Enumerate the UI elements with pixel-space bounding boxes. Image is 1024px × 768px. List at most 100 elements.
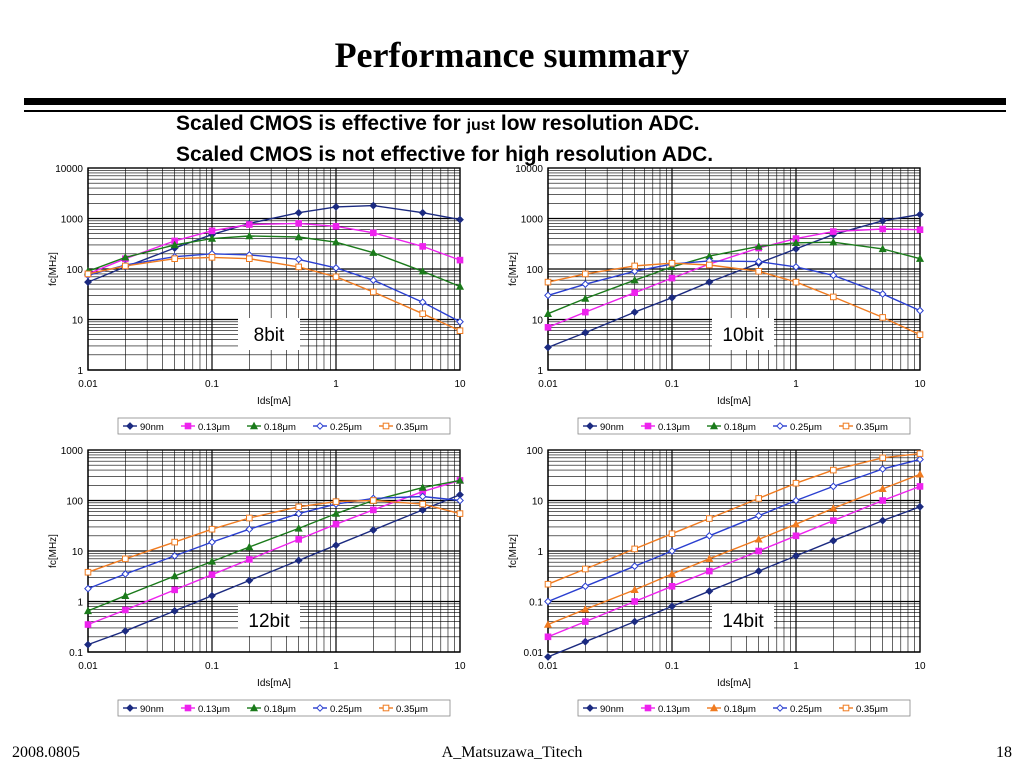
- footer-page-number: 18: [996, 744, 1012, 761]
- page-title: Performance summary: [334, 35, 690, 75]
- data-point: [419, 243, 426, 250]
- data-point: [332, 520, 340, 528]
- subtitle-line-1-small: just: [466, 117, 496, 134]
- data-point: [456, 327, 464, 335]
- data-point: [122, 606, 129, 614]
- data-point: [630, 562, 639, 571]
- data-point: [878, 516, 887, 525]
- resolution-label: 10bit: [722, 325, 764, 346]
- data-point: [586, 422, 594, 430]
- legend: 90nm 0.13μm 0.18μm 0.25μm 0.35μm: [577, 699, 911, 717]
- data-point: [668, 293, 676, 302]
- data-point: [126, 422, 134, 430]
- series-line: [547, 485, 921, 638]
- y-axis-label: fc[MHz]: [508, 534, 519, 568]
- data-point: [544, 633, 552, 641]
- legend-frame: [117, 417, 451, 435]
- series-0.35μm: [544, 259, 924, 339]
- data-point: [170, 607, 179, 615]
- data-point: [878, 216, 887, 225]
- legend-entry: 90nm: [140, 704, 164, 715]
- data-point: [776, 704, 784, 712]
- series-90nm: [84, 490, 464, 649]
- data-point: [83, 606, 93, 615]
- series-line: [87, 222, 461, 275]
- data-point: [668, 582, 676, 590]
- series-0.13μm: [544, 225, 924, 331]
- y-axis-label: fc[MHz]: [508, 252, 519, 286]
- data-point: [208, 227, 216, 235]
- data-point: [878, 290, 887, 298]
- data-point: [544, 580, 552, 588]
- footer-author: A_Matsuzawa_Titech: [441, 744, 583, 761]
- data-point: [916, 226, 924, 234]
- resolution-label-box: [238, 604, 300, 636]
- series-0.35μm: [544, 450, 924, 588]
- data-point: [171, 538, 178, 546]
- legend-entry: 0.35μm: [396, 422, 428, 433]
- data-point: [631, 598, 638, 605]
- data-point: [249, 703, 259, 712]
- data-point: [842, 704, 850, 712]
- data-point: [455, 282, 465, 290]
- legend-entry: 0.25μm: [330, 422, 362, 433]
- data-point: [754, 567, 763, 576]
- data-point: [543, 620, 553, 628]
- subtitle-line-2: Scaled CMOS is not effective for high re…: [176, 143, 714, 166]
- x-tick-label: 0.01: [538, 379, 558, 390]
- series-0.13μm: [84, 220, 464, 278]
- data-point: [631, 262, 638, 270]
- y-tick-label: 10: [532, 497, 544, 508]
- data-point: [668, 274, 676, 282]
- data-point: [331, 509, 341, 517]
- data-point: [668, 602, 676, 611]
- data-point: [792, 244, 800, 253]
- data-point: [581, 605, 590, 613]
- data-point: [369, 276, 378, 285]
- data-point: [582, 270, 589, 278]
- legend: 90nm 0.13μm 0.18μm 0.25μm 0.35μm: [117, 417, 451, 435]
- series-0.25μm: [544, 455, 924, 606]
- plot-grid: [87, 168, 460, 371]
- data-point: [184, 422, 192, 430]
- data-point: [245, 525, 254, 534]
- x-tick-label: 0.1: [205, 661, 219, 672]
- data-point: [332, 264, 340, 272]
- data-point: [644, 422, 652, 430]
- data-point: [208, 538, 216, 547]
- legend-frame: [577, 699, 911, 717]
- data-point: [792, 278, 800, 286]
- x-tick-label: 0.1: [665, 379, 679, 390]
- legend-entry: 0.13μm: [198, 422, 230, 433]
- x-tick-label: 10: [454, 661, 466, 672]
- resolution-label: 8bit: [254, 325, 285, 346]
- legend-entry: 0.25μm: [330, 704, 362, 715]
- data-point: [829, 271, 838, 280]
- x-tick-label: 1: [793, 661, 799, 672]
- y-axis-label: fc[MHz]: [48, 534, 59, 568]
- data-point: [84, 640, 92, 649]
- data-point: [455, 476, 465, 484]
- series-0.18μm: [83, 231, 465, 290]
- series-0.25μm: [84, 249, 464, 326]
- plot-frame: [547, 167, 921, 371]
- series-line: [87, 256, 461, 332]
- legend-entry: 0.18μm: [724, 422, 756, 433]
- legend-entry: 0.35μm: [856, 422, 888, 433]
- data-point: [382, 704, 390, 712]
- data-point: [644, 704, 652, 712]
- data-point: [294, 208, 303, 217]
- data-point: [842, 422, 850, 430]
- legend-entry: 0.13μm: [658, 422, 690, 433]
- chart-12bit: 0.01 0.1 1 10 0.1 1 10 100 1000 Ids[mA] fc[MHz] 12b…: [48, 446, 466, 717]
- plot-frame: [87, 449, 461, 653]
- data-point: [369, 526, 378, 534]
- y-tick-label: 1000: [521, 215, 544, 226]
- data-point: [916, 455, 924, 464]
- series-line: [87, 479, 461, 626]
- data-point: [246, 514, 253, 522]
- data-point: [332, 541, 340, 550]
- y-tick-label: 100: [526, 446, 543, 457]
- data-point: [84, 278, 92, 287]
- data-point: [331, 237, 341, 246]
